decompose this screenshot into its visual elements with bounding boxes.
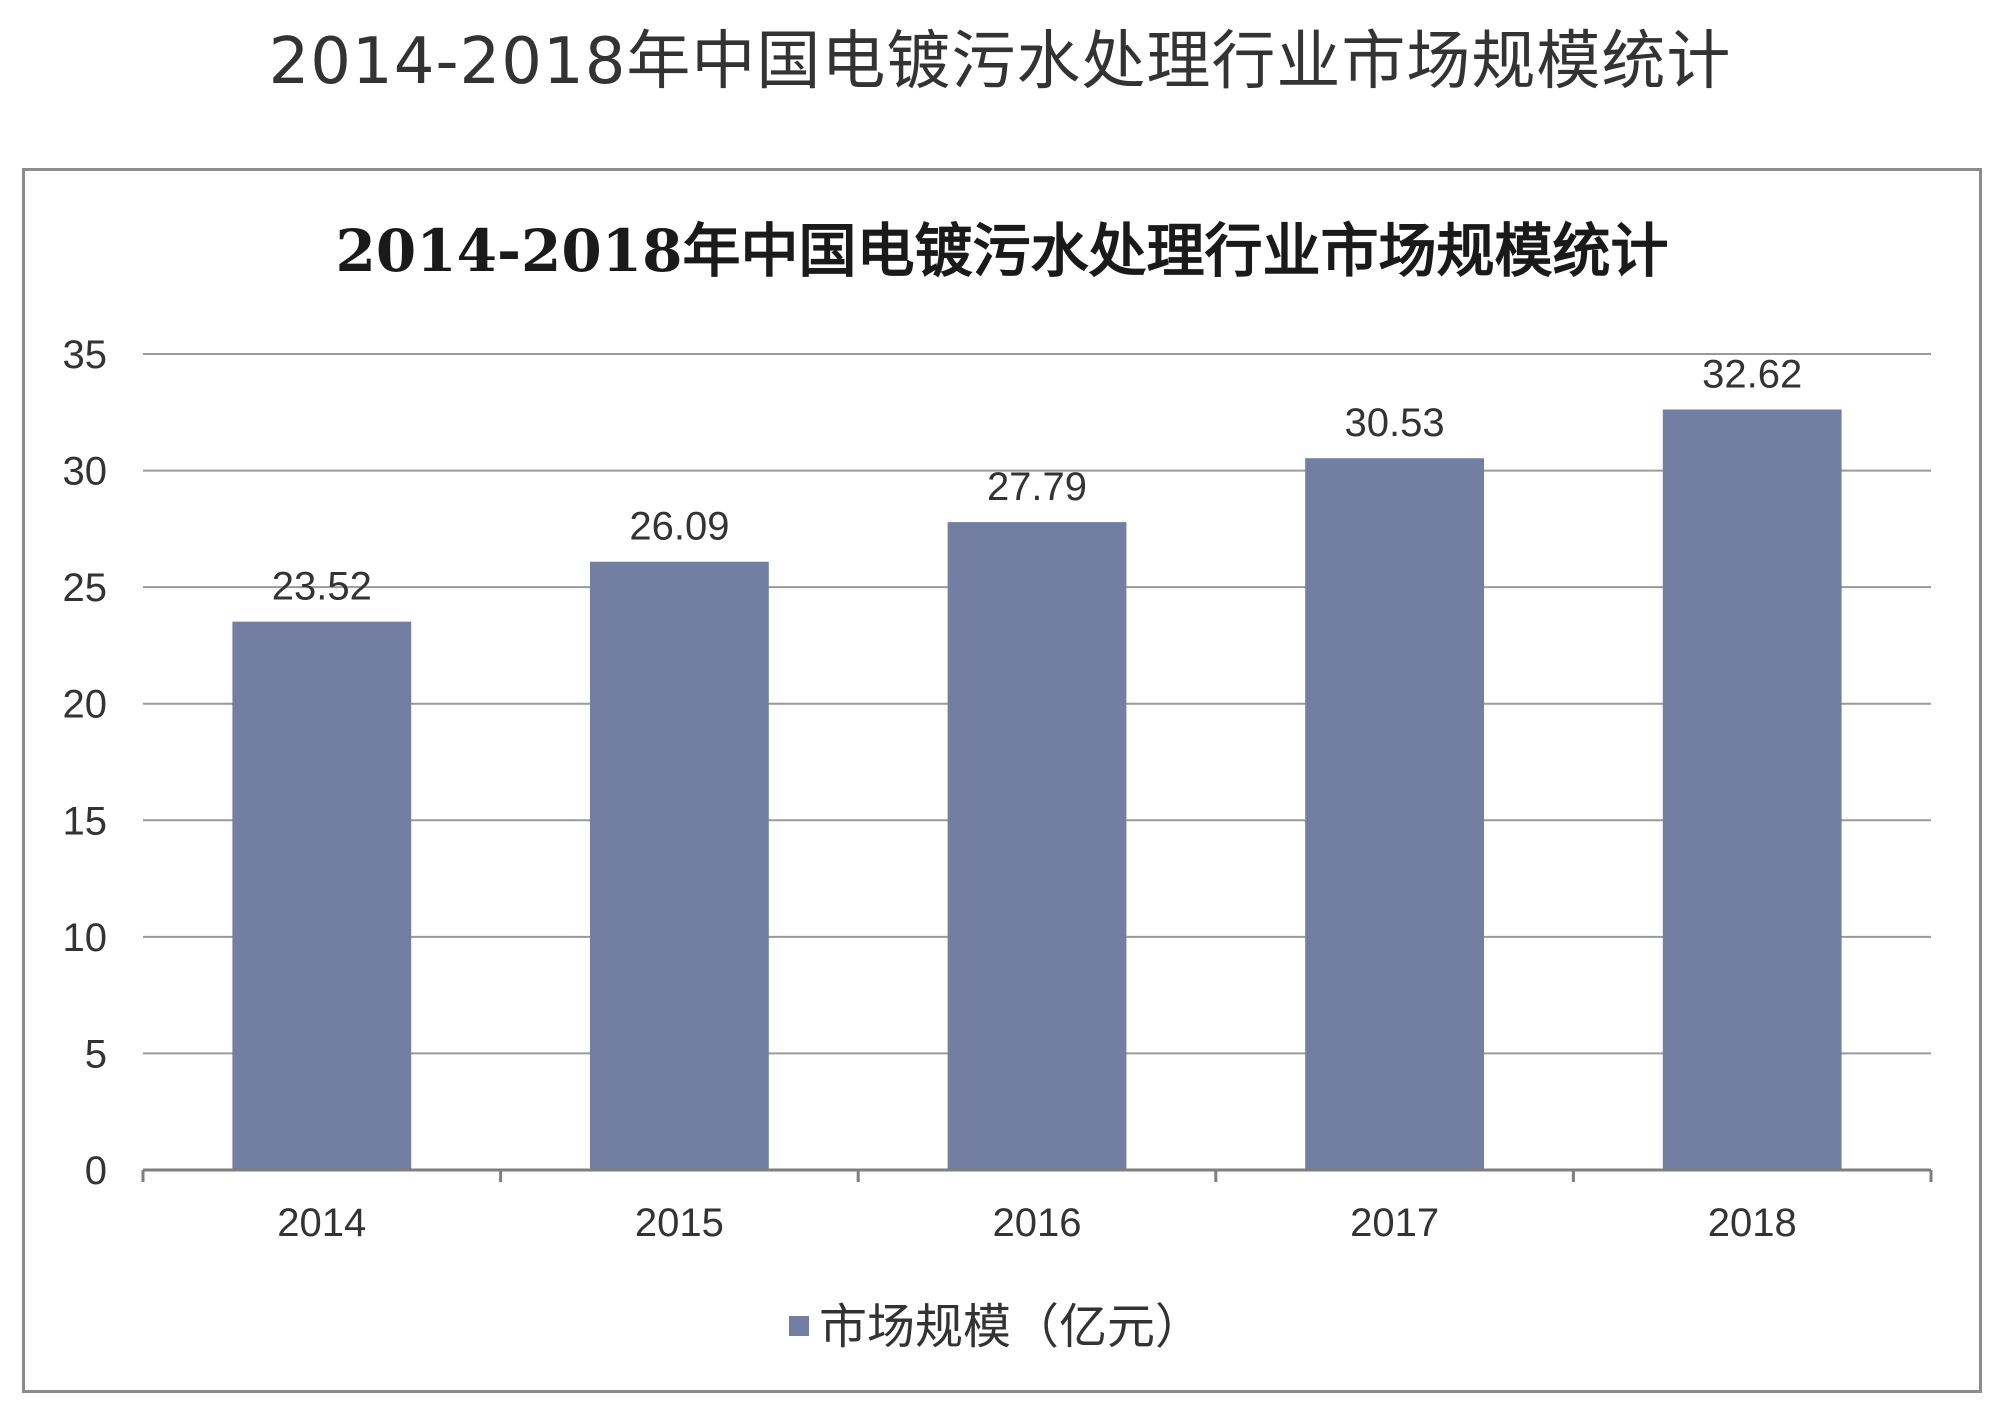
bar-2017 bbox=[1305, 458, 1484, 1170]
legend: 市场规模（亿元） bbox=[789, 1299, 1203, 1355]
legend-label: 市场规模（亿元） bbox=[819, 1299, 1203, 1355]
y-tick-label: 30 bbox=[63, 450, 108, 494]
y-tick-label: 5 bbox=[85, 1032, 107, 1076]
page-title: 2014-2018年中国电镀污水处理行业市场规模统计 bbox=[268, 25, 1732, 99]
bars bbox=[232, 409, 1842, 1170]
data-labels: 23.52 26.09 27.79 30.53 32.62 bbox=[272, 352, 1803, 608]
y-tick-label: 20 bbox=[63, 683, 108, 727]
x-axis-ticks: 2014 2015 2016 2017 2018 bbox=[277, 1201, 1796, 1245]
data-label-2015: 26.09 bbox=[629, 505, 729, 549]
data-label-2018: 32.62 bbox=[1702, 352, 1802, 396]
chart-frame: 2014-2018年中国电镀污水处理行业市场规模统计 0 5 10 15 20 25 30 3… bbox=[22, 168, 1982, 1393]
x-tick-label: 2015 bbox=[635, 1201, 724, 1245]
bar-2018 bbox=[1662, 409, 1842, 1170]
data-label-2016: 27.79 bbox=[987, 465, 1087, 509]
y-tick-label: 35 bbox=[63, 333, 108, 377]
y-axis-ticks: 0 5 10 15 20 25 30 35 bbox=[63, 333, 108, 1193]
y-tick-label: 15 bbox=[63, 799, 108, 843]
bar-2016 bbox=[947, 522, 1127, 1170]
x-tick-label: 2016 bbox=[993, 1201, 1082, 1245]
bar-2015 bbox=[590, 561, 769, 1170]
y-tick-label: 25 bbox=[63, 566, 108, 610]
x-tick-label: 2017 bbox=[1350, 1201, 1439, 1245]
data-label-2017: 30.53 bbox=[1345, 401, 1445, 445]
bar-2014 bbox=[232, 621, 412, 1170]
bar-chart: 2014-2018年中国电镀污水处理行业市场规模统计 0 5 10 15 20 25 30 3… bbox=[63, 217, 1933, 1355]
x-axis bbox=[141, 1168, 1933, 1182]
x-tick-label: 2014 bbox=[277, 1201, 366, 1245]
chart-title: 2014-2018年中国电镀污水处理行业市场规模统计 bbox=[336, 217, 1669, 285]
y-tick-label: 10 bbox=[63, 916, 108, 960]
data-label-2014: 23.52 bbox=[272, 565, 372, 609]
x-tick-label: 2018 bbox=[1708, 1201, 1797, 1245]
legend-swatch bbox=[789, 1316, 809, 1336]
y-tick-label: 0 bbox=[85, 1149, 107, 1193]
